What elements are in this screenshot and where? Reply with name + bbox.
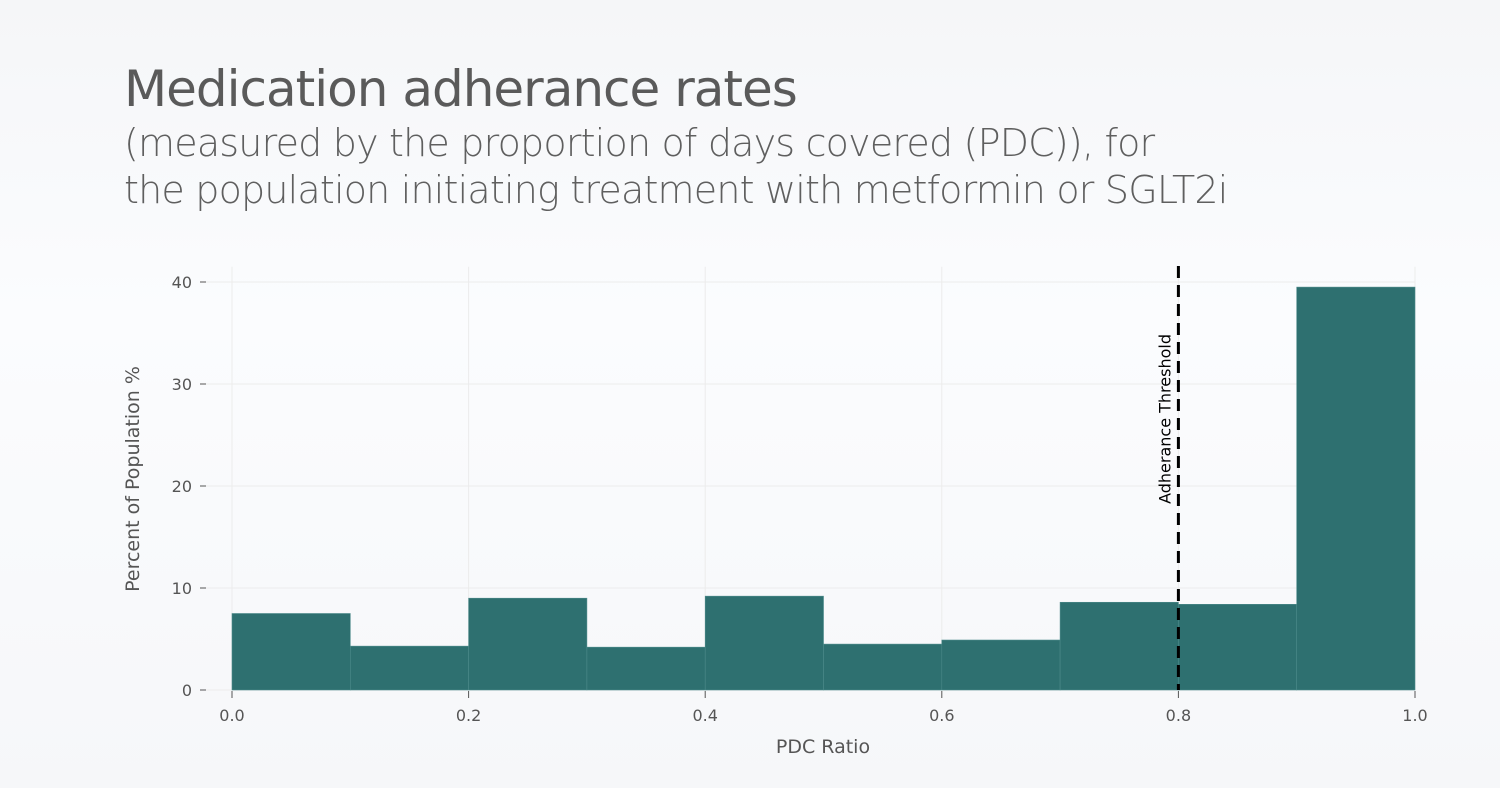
bars xyxy=(231,286,1416,691)
y-tick-label: 0 xyxy=(182,681,192,700)
histogram-bar xyxy=(468,597,588,691)
x-tick-label: 0.8 xyxy=(1166,706,1191,725)
histogram-bar xyxy=(941,639,1061,691)
x-tick-label: 0.4 xyxy=(692,706,717,725)
y-tick-label: 40 xyxy=(172,273,192,292)
histogram-bar xyxy=(586,646,706,691)
histogram-bar xyxy=(1296,286,1416,691)
y-tick-label: 30 xyxy=(172,375,192,394)
x-tick-label: 0.6 xyxy=(929,706,954,725)
axes: 0.0 0.2 0.4 0.6 0.8 1.0 0 10 20 30 40 xyxy=(172,273,1428,725)
x-tick-label: 1.0 xyxy=(1402,706,1427,725)
chart-title-block: Medication adherance rates (measured by … xyxy=(124,58,1228,214)
x-tick-label: 0.2 xyxy=(456,706,481,725)
histogram-bar xyxy=(349,645,469,691)
y-axis-label: Percent of Population % xyxy=(122,366,144,592)
histogram-bar xyxy=(1059,601,1179,691)
histogram-bar xyxy=(1178,604,1298,691)
y-tick-label: 20 xyxy=(172,477,192,496)
chart-title: Medication adherance rates xyxy=(124,60,798,118)
histogram-bar xyxy=(823,643,943,691)
chart-subtitle-line-1: (measured by the proportion of days cove… xyxy=(124,121,1155,165)
x-tick-label: 0.0 xyxy=(219,706,244,725)
chart-subtitle-line-2: the population initiating treatment with… xyxy=(124,168,1228,212)
histogram-bar xyxy=(704,595,824,691)
x-axis-label: PDC Ratio xyxy=(776,736,870,758)
histogram-bar xyxy=(231,613,351,691)
threshold-label: Adherance Threshold xyxy=(1155,334,1174,504)
y-tick-label: 10 xyxy=(172,579,192,598)
